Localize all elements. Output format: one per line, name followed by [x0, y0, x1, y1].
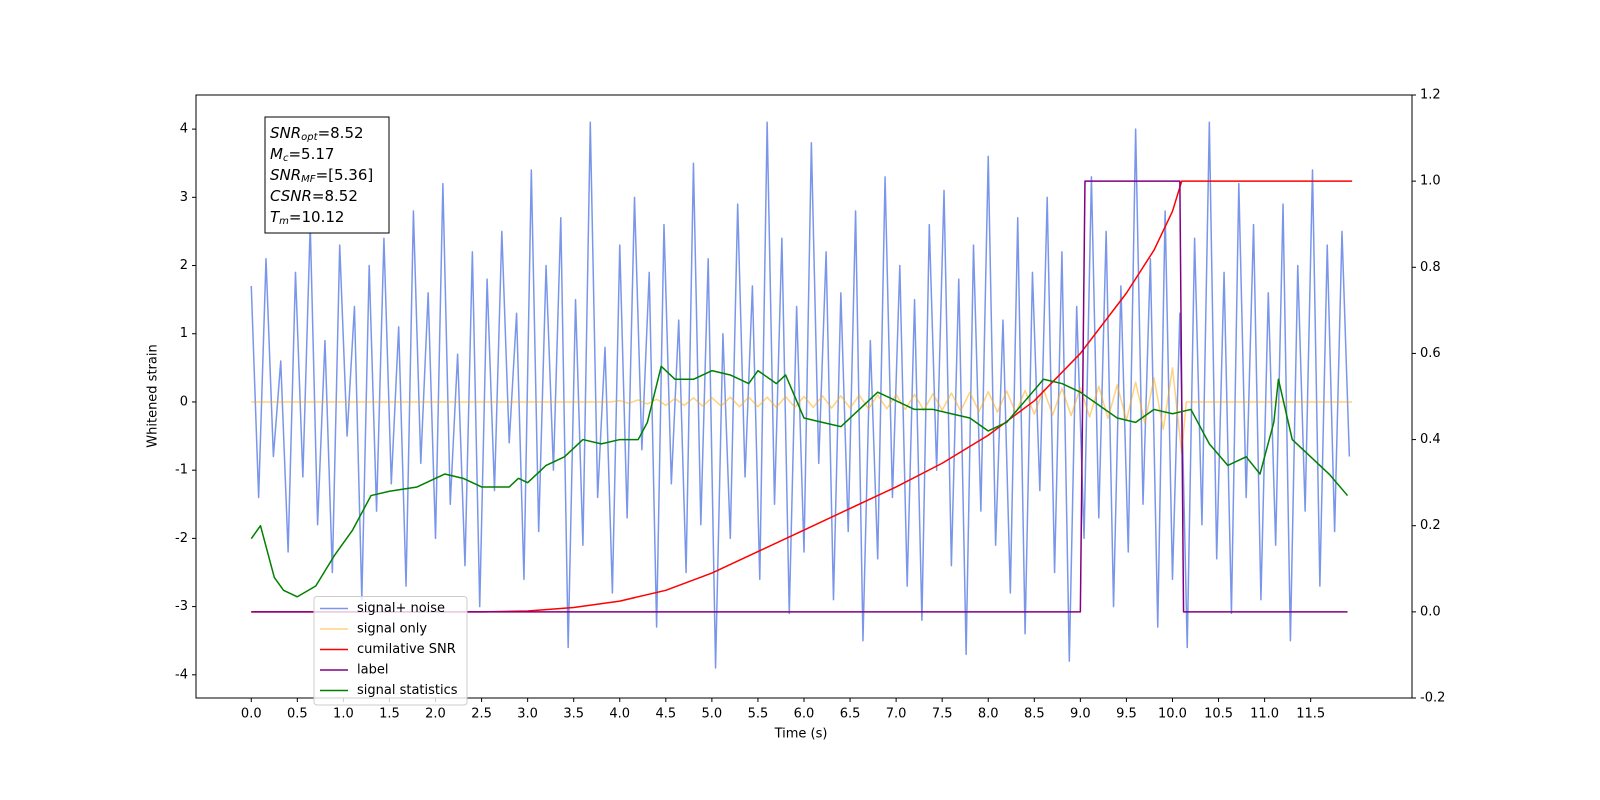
x-tick-label: 0.5	[287, 707, 308, 722]
x-tick-label: 5.0	[702, 707, 723, 722]
annotation-line: Mc=5.17	[270, 145, 334, 165]
x-tick-label: 4.0	[609, 707, 630, 722]
annotation-line: CSNR=8.52	[270, 187, 358, 205]
annotation-symbol: CSNR	[270, 187, 312, 205]
annotation-value: =8.52	[312, 187, 358, 205]
x-tick-label: 8.0	[978, 707, 999, 722]
y2-tick-label: -0.2	[1420, 691, 1445, 706]
annotation-sub: MF	[301, 174, 316, 185]
series-line	[251, 180, 1353, 613]
y-axis-label: Whitened strain	[146, 344, 161, 447]
series-line	[251, 367, 1353, 454]
y2-tick-label: 0.8	[1420, 260, 1441, 275]
y2-tick-label: 1.2	[1420, 88, 1441, 103]
x-tick-label: 5.5	[748, 707, 769, 722]
legend-label: signal+ noise	[357, 601, 445, 616]
y2-tick-label: 0.2	[1420, 518, 1441, 533]
x-tick-label: 2.0	[425, 707, 446, 722]
x-axis-label: Time (s)	[774, 727, 828, 742]
legend-label: signal statistics	[357, 683, 458, 698]
legend-box	[313, 596, 468, 706]
annotation-sub: m	[279, 216, 289, 227]
annotation-box	[264, 116, 390, 234]
x-tick-label: 11.0	[1250, 707, 1279, 722]
annotation-line: Tm=10.12	[270, 208, 344, 228]
y-tick-label: -3	[175, 599, 188, 614]
x-tick-label: 11.5	[1296, 707, 1325, 722]
annotation-sub: opt	[301, 132, 318, 143]
x-tick-label: 7.5	[932, 707, 953, 722]
x-tick-label: 6.0	[794, 707, 815, 722]
x-tick-label: 1.0	[333, 707, 354, 722]
annotation-symbol: SNR	[270, 124, 301, 142]
annotation-symbol: M	[270, 145, 283, 163]
x-tick-label: 9.5	[1116, 707, 1137, 722]
annotation-line: SNRopt=8.52	[270, 124, 364, 144]
annotation-symbol: SNR	[270, 166, 301, 184]
y-tick-label: 4	[180, 122, 188, 137]
annotation-value: =5.17	[288, 145, 334, 163]
series-line	[250, 365, 1349, 598]
x-tick-label: 2.5	[471, 707, 492, 722]
x-tick-label: 3.5	[563, 707, 584, 722]
legend-label: cumilative SNR	[357, 642, 456, 657]
y-tick-label: 1	[180, 326, 188, 341]
annotation-symbol: T	[270, 208, 281, 226]
series-line	[250, 121, 1351, 669]
y-tick-label: -4	[175, 667, 188, 682]
annotation-value: =[5.36]	[316, 166, 374, 184]
series-line	[251, 180, 1348, 613]
x-tick-label: 4.5	[655, 707, 676, 722]
x-tick-label: 3.0	[517, 707, 538, 722]
y2-tick-label: 0.4	[1420, 432, 1441, 447]
x-tick-label: 10.5	[1204, 707, 1233, 722]
annotation-sub: c	[283, 153, 289, 164]
legend-label: label	[357, 663, 388, 678]
legend-label: signal only	[357, 622, 427, 637]
x-tick-label: 10.0	[1158, 707, 1187, 722]
y2-tick-label: 0.6	[1420, 346, 1441, 361]
y-tick-label: -1	[175, 463, 188, 478]
x-tick-label: 8.5	[1024, 707, 1045, 722]
y2-tick-label: 1.0	[1420, 174, 1441, 189]
x-tick-label: 7.0	[886, 707, 907, 722]
y2-tick-label: 0.0	[1420, 604, 1441, 619]
x-tick-label: 6.5	[840, 707, 861, 722]
y-tick-label: -2	[175, 531, 188, 546]
annotation-value: =10.12	[289, 208, 345, 226]
y-tick-label: 3	[180, 190, 188, 205]
annotation-value: =8.52	[318, 124, 364, 142]
annotation-line: SNRMF=[5.36]	[270, 166, 373, 186]
x-tick-label: 0.0	[241, 707, 262, 722]
y-tick-label: 0	[180, 394, 188, 409]
plot-area	[250, 121, 1353, 669]
x-tick-label: 1.5	[379, 707, 400, 722]
x-tick-label: 9.0	[1070, 707, 1091, 722]
y-tick-label: 2	[180, 258, 188, 273]
